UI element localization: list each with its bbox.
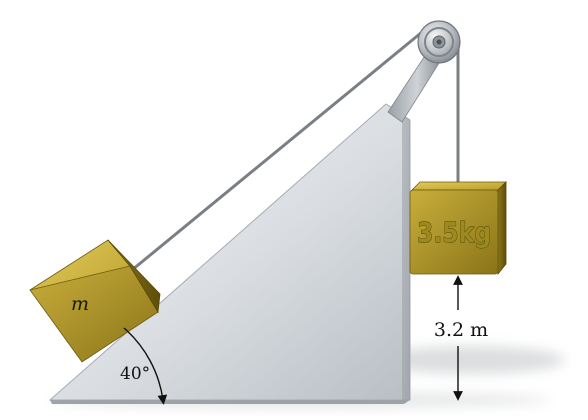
incline-block-label: m <box>71 293 89 315</box>
rope-incline <box>131 26 428 272</box>
angle-arc <box>123 327 168 405</box>
hanging-mass-label: 3.5kg <box>417 216 491 249</box>
block-m-right-face <box>107 239 161 314</box>
hanging-mass: 3.5kg <box>409 181 507 276</box>
hanging-mass-side <box>497 181 507 276</box>
hanging-mass-front <box>409 189 499 275</box>
incline-wedge-base <box>50 400 410 404</box>
pulley-groove <box>424 27 454 57</box>
incline-wedge-side <box>386 104 410 400</box>
height-label: 3.2 m <box>434 319 488 341</box>
incline-block-m: m <box>29 239 161 363</box>
ground-shadow <box>375 346 565 374</box>
incline-angle-label: 40° <box>120 364 150 384</box>
hanging-mass-top <box>411 181 507 191</box>
pulley-axle-center <box>436 39 442 45</box>
